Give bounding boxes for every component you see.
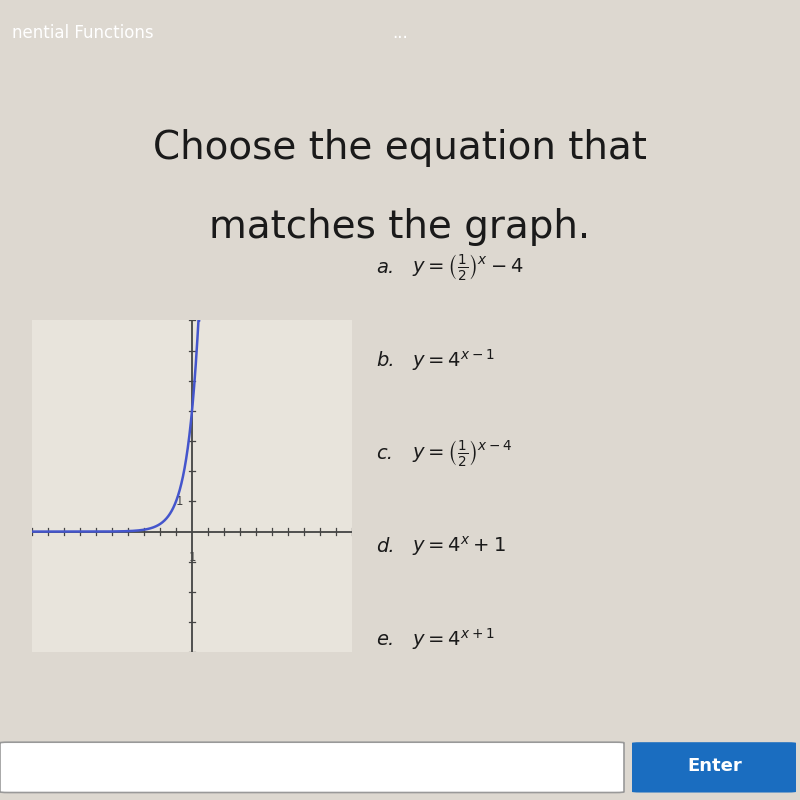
Text: $y = \left(\frac{1}{2}\right)^{x-4}$: $y = \left(\frac{1}{2}\right)^{x-4}$ — [412, 438, 513, 468]
FancyBboxPatch shape — [632, 742, 796, 793]
Text: $y = 4^{x+1}$: $y = 4^{x+1}$ — [412, 626, 494, 652]
Text: Choose the equation that: Choose the equation that — [153, 129, 647, 166]
Text: matches the graph.: matches the graph. — [210, 208, 590, 246]
Text: $y = \left(\frac{1}{2}\right)^x - 4$: $y = \left(\frac{1}{2}\right)^x - 4$ — [412, 252, 524, 282]
Text: 1: 1 — [188, 551, 196, 564]
Text: c.: c. — [376, 444, 393, 462]
Text: $y = 4^{x-1}$: $y = 4^{x-1}$ — [412, 347, 494, 373]
Text: d.: d. — [376, 537, 394, 555]
FancyBboxPatch shape — [0, 742, 624, 793]
Text: $y = 4^x + 1$: $y = 4^x + 1$ — [412, 534, 506, 558]
Text: e.: e. — [376, 630, 394, 649]
Text: b.: b. — [376, 350, 394, 370]
Text: 1: 1 — [176, 495, 183, 508]
Text: ...: ... — [392, 24, 408, 42]
Text: nential Functions: nential Functions — [12, 24, 154, 42]
Text: Enter: Enter — [687, 757, 742, 775]
Text: a.: a. — [376, 258, 394, 277]
